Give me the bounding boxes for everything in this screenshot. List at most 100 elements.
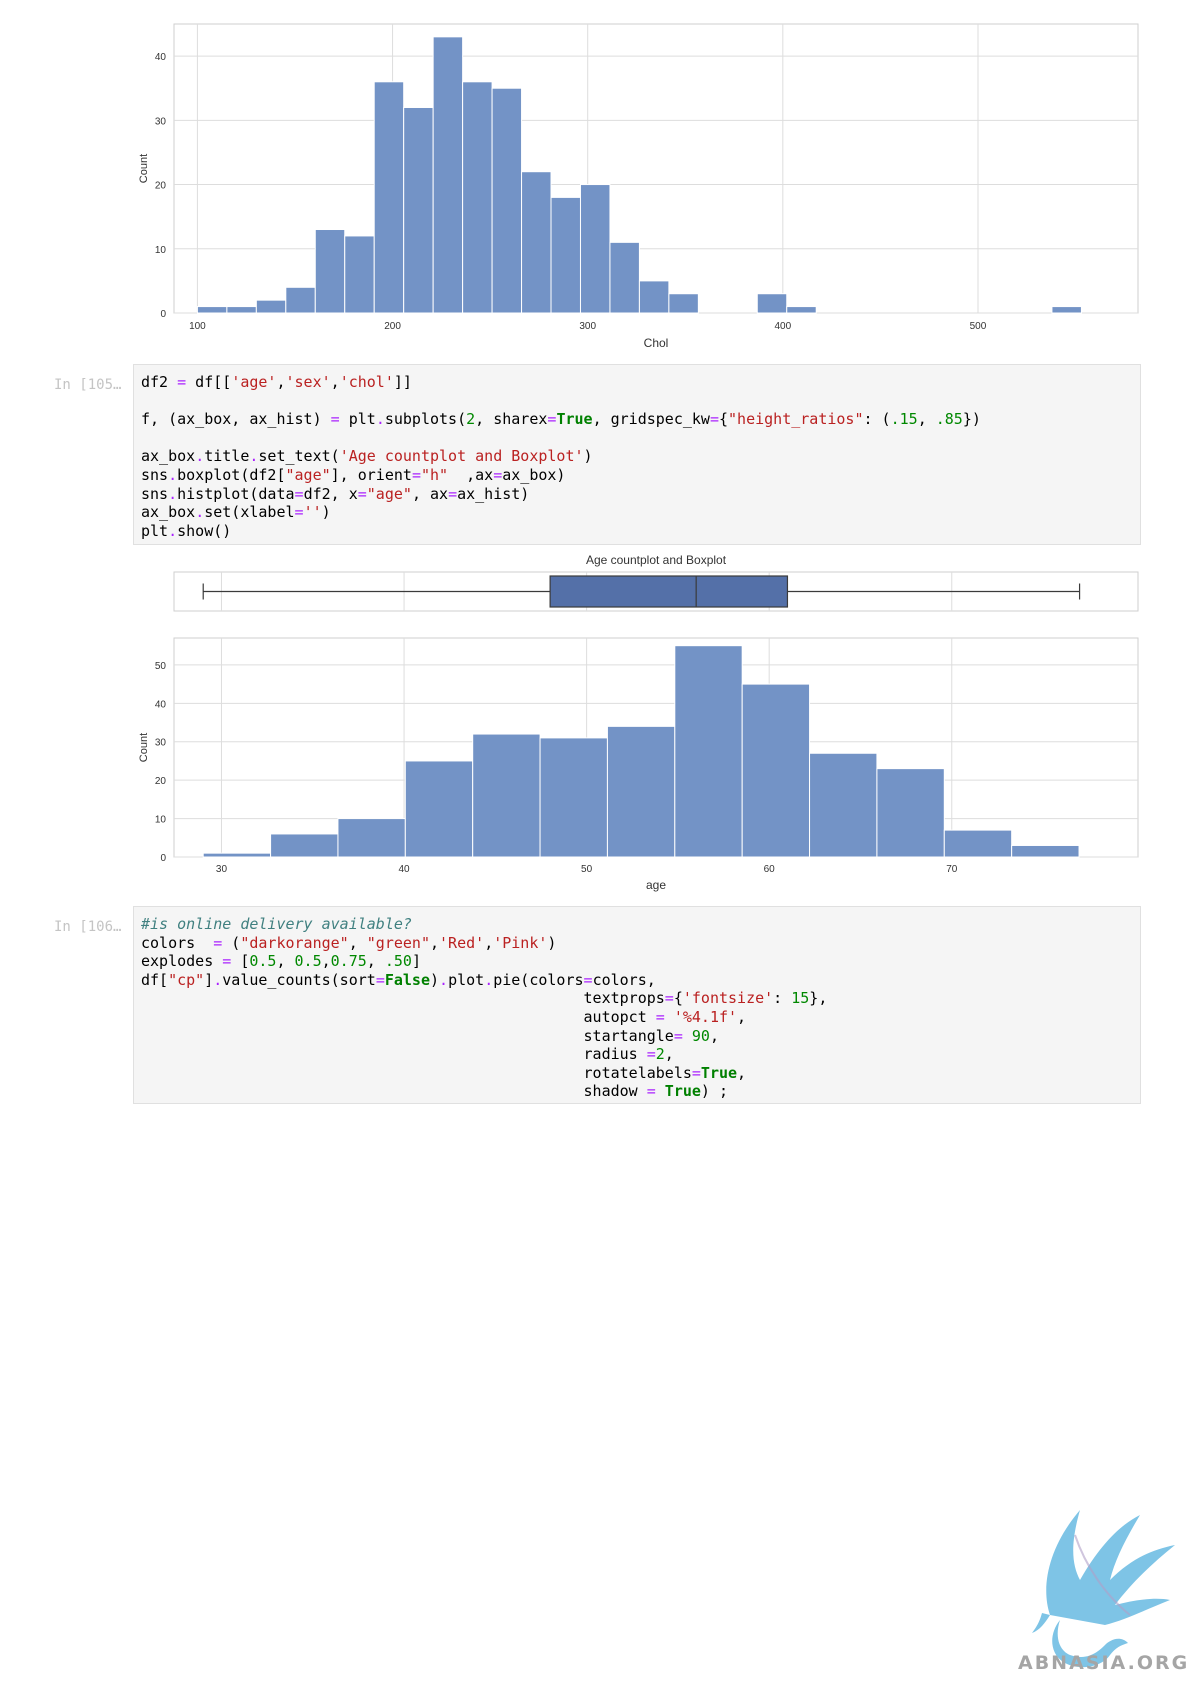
code-token: { xyxy=(673,989,683,1008)
code-token: , xyxy=(330,373,340,391)
code-token: 90 xyxy=(691,1026,710,1045)
code-token: shadow xyxy=(141,1082,647,1101)
code-token: ( xyxy=(222,933,241,952)
code-token: = xyxy=(664,989,674,1008)
code-token: ax_hist) xyxy=(457,484,530,503)
code-token: sns xyxy=(141,484,169,503)
code-token: . xyxy=(439,970,449,989)
code-token xyxy=(683,1027,692,1045)
histogram-bar xyxy=(876,768,945,858)
code-token: , sharex xyxy=(475,410,548,429)
code-token: pie(colors xyxy=(493,970,584,989)
code-token: ) xyxy=(321,503,331,522)
histogram-bar xyxy=(226,306,257,314)
code-token: f, (ax_box, ax_hist) xyxy=(141,410,331,429)
code-line: plt.show() xyxy=(141,522,1133,541)
histogram-bar xyxy=(609,241,640,314)
code-line: sns.boxplot(df2["age"], orient="h" ,ax=a… xyxy=(141,466,1133,485)
code-token: }, xyxy=(809,989,828,1008)
histogram-bar xyxy=(404,760,474,858)
age-boxplot-histogram: Age countplot and Boxplot 30 40 50 60 70 0 10 20… xyxy=(138,553,1139,892)
code-token: df2 xyxy=(141,373,178,391)
code-token: , xyxy=(664,1045,674,1064)
code-editor[interactable]: df2 = df[['age','sex','chol']] f, (ax_box… xyxy=(133,364,1141,545)
code-token: , xyxy=(276,373,286,391)
histogram-bar xyxy=(196,306,228,314)
code-token: ] xyxy=(204,970,214,989)
code-token: ) ; xyxy=(700,1082,729,1101)
code-token: plot xyxy=(448,970,485,989)
code-token: plt xyxy=(339,410,376,429)
x-axis-label: age xyxy=(646,878,666,892)
code-token: = xyxy=(294,484,304,503)
y-tick-label: 10 xyxy=(155,245,167,256)
code-token: 2 xyxy=(655,1045,665,1064)
histogram-bar xyxy=(344,235,375,314)
code-token: subplots( xyxy=(384,410,467,429)
code-line: ax_box.set(xlabel='') xyxy=(141,503,1133,522)
code-token: show() xyxy=(177,521,232,540)
code-editor[interactable]: #is online delivery available? colors = (… xyxy=(133,906,1141,1104)
histogram-bar xyxy=(285,286,316,314)
histogram-bar xyxy=(314,229,346,314)
histogram-bar xyxy=(550,196,581,314)
x-tick-label: 50 xyxy=(581,864,593,875)
histogram-bar xyxy=(756,293,788,314)
code-token: = xyxy=(673,1026,683,1045)
code-token: . xyxy=(168,465,178,484)
code-token: ] xyxy=(411,952,421,971)
code-line: shadow = True) ; xyxy=(141,1082,1133,1101)
code-token: ax_box) xyxy=(502,465,566,484)
y-tick-label: 50 xyxy=(155,661,167,672)
y-tick-label: 30 xyxy=(155,116,167,127)
code-token: startangle xyxy=(141,1026,674,1045)
code-line: df2 = df[['age','sex','chol']] xyxy=(141,373,1133,392)
chol-histogram: 100 200 300 400 500 0 10 20 30 40 Chol Count xyxy=(138,23,1139,350)
code-token: '' xyxy=(303,503,322,522)
histogram-bar xyxy=(1011,844,1080,858)
code-line: sns.histplot(data=df2, x="age", ax=ax_hi… xyxy=(141,485,1133,504)
histogram-bar xyxy=(472,733,541,858)
code-token: .50 xyxy=(384,952,412,971)
code-token: title xyxy=(204,447,250,466)
code-token: df[ xyxy=(141,970,169,989)
histogram-bar xyxy=(202,852,272,858)
code-token: , xyxy=(709,1026,719,1045)
code-token: False xyxy=(384,970,430,989)
code-token: rotatelabels xyxy=(141,1063,692,1082)
y-tick-label: 0 xyxy=(160,853,166,864)
code-token: = xyxy=(646,1045,656,1064)
code-line: df["cp"].value_counts(sort=False).plot.p… xyxy=(141,971,1133,990)
histogram-bar xyxy=(491,87,523,314)
code-line: explodes = [0.5, 0.5,0.75, .50] xyxy=(141,952,1133,971)
code-token: sns xyxy=(141,465,169,484)
code-line: textprops={'fontsize': 15}, xyxy=(141,989,1133,1008)
x-tick-label: 200 xyxy=(384,321,401,332)
code-token: True xyxy=(556,410,593,429)
code-token: . xyxy=(168,484,178,503)
code-token: , xyxy=(366,952,385,971)
histogram-bar xyxy=(373,81,405,314)
code-token: ) xyxy=(583,447,593,466)
code-token: = xyxy=(294,503,304,522)
histogram-bar xyxy=(462,81,493,314)
histogram-bar xyxy=(606,725,676,858)
code-token: , xyxy=(276,952,295,971)
age-figure: Age countplot and Boxplot 30 40 50 60 70 0 10 20… xyxy=(0,548,1190,893)
histogram-bar xyxy=(809,752,878,858)
histogram-bar xyxy=(1051,306,1082,314)
code-token: boxplot(df2[ xyxy=(177,465,286,484)
x-tick-label: 60 xyxy=(764,864,776,875)
y-axis-label: Count xyxy=(138,154,150,183)
chol-histogram-figure: 100 200 300 400 500 0 10 20 30 40 Chol Count xyxy=(0,0,1190,352)
code-token: .85 xyxy=(935,410,963,429)
code-token: "h" xyxy=(420,465,449,484)
code-token: : ( xyxy=(863,410,891,429)
code-token: = xyxy=(448,484,458,503)
histogram-bar xyxy=(638,280,670,314)
code-token: ax_box xyxy=(141,447,196,466)
x-tick-label: 300 xyxy=(579,321,596,332)
code-line xyxy=(141,392,1133,411)
code-token: ,ax xyxy=(448,465,494,484)
code-token: True xyxy=(664,1082,701,1101)
